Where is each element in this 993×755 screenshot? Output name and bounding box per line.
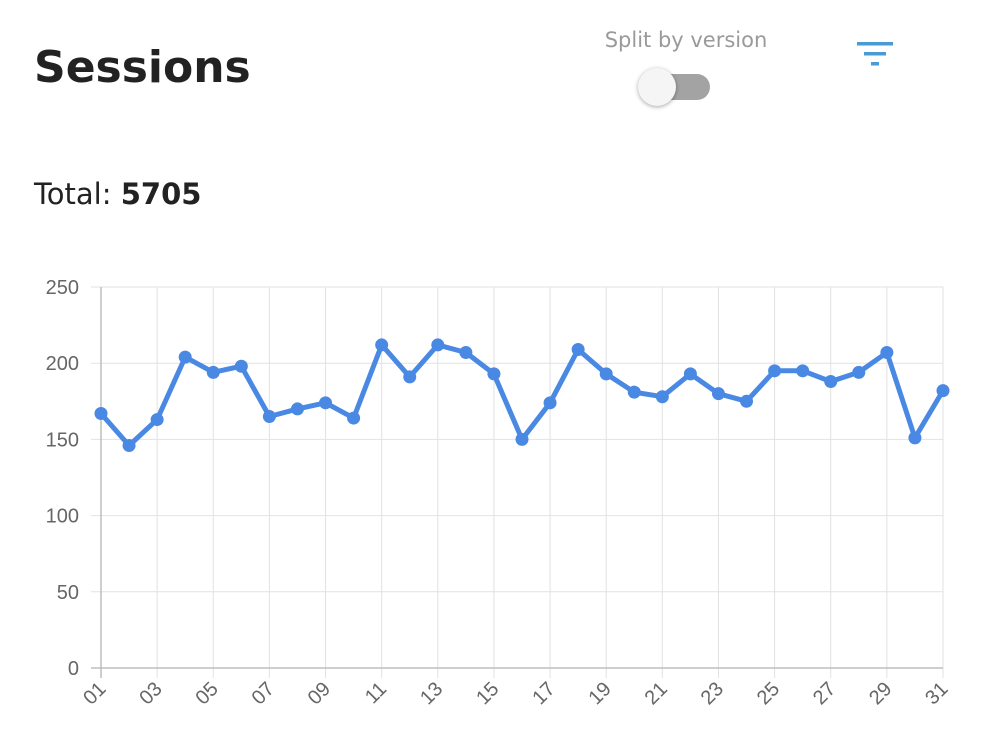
- x-tick-label: 05: [192, 678, 223, 709]
- split-by-version-control: Split by version: [596, 26, 776, 106]
- y-tick-label: 50: [57, 582, 79, 604]
- y-tick-label: 0: [68, 658, 79, 680]
- toggle-knob: [638, 68, 676, 106]
- data-point-01[interactable]: [94, 406, 108, 420]
- data-point-31[interactable]: [936, 384, 950, 398]
- filter-button[interactable]: [852, 36, 898, 70]
- data-point-13[interactable]: [431, 338, 445, 352]
- page-title: Sessions: [34, 42, 251, 93]
- data-point-09[interactable]: [319, 396, 333, 410]
- data-point-14[interactable]: [459, 346, 473, 360]
- data-point-16[interactable]: [515, 432, 529, 446]
- series-sessions: [94, 338, 950, 452]
- data-point-18[interactable]: [571, 342, 585, 356]
- x-tick-label: 23: [697, 678, 728, 709]
- grid-lines: [91, 286, 944, 678]
- data-point-06[interactable]: [234, 359, 248, 373]
- series-line: [98, 342, 946, 448]
- sessions-line-chart: 0 50 100 150 200 250 01 03 05 07 09 11 13 15 17 19 21 23…: [46, 277, 953, 709]
- data-point-29[interactable]: [880, 346, 894, 360]
- split-by-version-label: Split by version: [604, 28, 768, 52]
- data-point-25[interactable]: [768, 364, 782, 378]
- data-point-21[interactable]: [655, 390, 669, 404]
- x-tick-label: 19: [584, 678, 615, 709]
- data-point-08[interactable]: [290, 402, 304, 416]
- data-point-20[interactable]: [627, 385, 641, 399]
- x-tick-labels: 01 03 05 07 09 11 13 15 17 19 21 23 25 27 29 31: [79, 678, 952, 709]
- data-point-30[interactable]: [908, 431, 922, 445]
- total-value: 5705: [120, 177, 202, 211]
- y-tick-labels: 0 50 100 150 200 250: [46, 277, 79, 680]
- data-point-05[interactable]: [206, 365, 220, 379]
- total-label: Total:: [34, 177, 112, 211]
- y-tick-label: 250: [46, 277, 79, 299]
- data-point-07[interactable]: [262, 410, 276, 424]
- data-point-28[interactable]: [852, 365, 866, 379]
- data-point-27[interactable]: [824, 374, 838, 388]
- data-point-22[interactable]: [683, 367, 697, 381]
- x-tick-label: 15: [472, 678, 503, 709]
- x-tick-label: 29: [865, 678, 896, 709]
- data-point-24[interactable]: [740, 394, 754, 408]
- data-point-04[interactable]: [178, 350, 192, 364]
- x-tick-label: 21: [641, 678, 672, 709]
- data-point-11[interactable]: [375, 338, 389, 352]
- data-point-17[interactable]: [543, 396, 557, 410]
- y-tick-label: 150: [46, 429, 79, 451]
- x-tick-label: 03: [135, 678, 166, 709]
- data-point-23[interactable]: [711, 387, 725, 401]
- data-point-15[interactable]: [487, 367, 501, 381]
- x-tick-label: 31: [921, 678, 952, 709]
- axes: [91, 287, 943, 678]
- x-tick-label: 27: [809, 678, 840, 709]
- x-tick-label: 13: [416, 678, 447, 709]
- total-summary: Total: 5705: [34, 174, 201, 214]
- data-point-26[interactable]: [796, 364, 810, 378]
- data-point-10[interactable]: [347, 411, 361, 425]
- x-tick-label: 09: [304, 678, 335, 709]
- x-tick-label: 07: [248, 678, 279, 709]
- data-point-19[interactable]: [599, 367, 613, 381]
- split-by-version-toggle[interactable]: [638, 68, 712, 106]
- data-point-03[interactable]: [150, 413, 164, 427]
- filter-icon: [857, 42, 893, 66]
- data-point-12[interactable]: [403, 370, 417, 384]
- x-tick-label: 25: [753, 678, 784, 709]
- x-tick-label: 17: [528, 678, 559, 709]
- x-tick-label: 11: [361, 678, 391, 708]
- data-point-02[interactable]: [122, 438, 136, 452]
- y-tick-label: 200: [46, 353, 79, 375]
- y-tick-label: 100: [46, 506, 79, 528]
- x-tick-label: 01: [79, 678, 110, 709]
